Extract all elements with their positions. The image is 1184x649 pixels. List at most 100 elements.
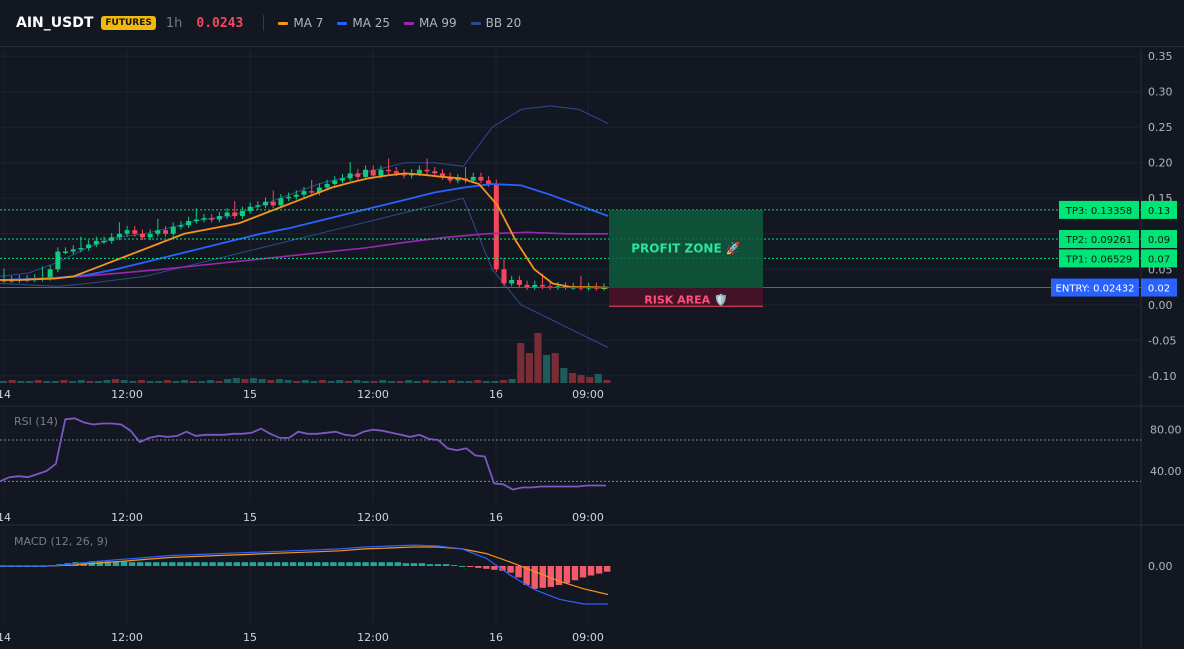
candle-body xyxy=(216,216,222,220)
time-tick-label: 15 xyxy=(243,511,257,524)
level-label-text: ENTRY: 0.02432 xyxy=(1056,284,1135,295)
volume-bar xyxy=(577,375,585,383)
macd-histogram-bar xyxy=(475,566,482,568)
candle-body xyxy=(147,233,153,238)
price-tick-label: -0.10 xyxy=(1148,370,1176,383)
candle-body xyxy=(493,184,499,270)
macd-histogram-bar xyxy=(531,566,538,589)
volume-bar xyxy=(344,381,352,383)
level-tag-box xyxy=(1141,200,1177,219)
price-tick-label: 0.35 xyxy=(1148,50,1173,63)
futures-badge: FUTURES xyxy=(101,16,156,30)
candle-body xyxy=(124,230,130,234)
volume-bar xyxy=(60,380,68,383)
candle-body xyxy=(439,173,445,177)
price-tick-label: -0.05 xyxy=(1148,334,1176,347)
macd-histogram-bar xyxy=(241,562,249,566)
level-label-box xyxy=(1059,200,1139,219)
legend-bb20[interactable]: BB 20 xyxy=(470,16,522,30)
volume-bar xyxy=(318,380,327,383)
macd-histogram-bar xyxy=(410,563,418,566)
legend-label: BB 20 xyxy=(485,16,522,30)
volume-bar xyxy=(0,381,8,383)
candle-body xyxy=(278,198,284,206)
indicator-legend: MA 7 MA 25 MA 99 BB 20 xyxy=(278,16,535,30)
candle-body xyxy=(270,201,276,206)
candle-body xyxy=(509,279,515,284)
timeframe-label[interactable]: 1h xyxy=(165,15,183,31)
volume-bar xyxy=(34,380,42,383)
volume-bar xyxy=(163,380,171,383)
macd-histogram-bar xyxy=(515,566,522,578)
time-tick-label: 09:00 xyxy=(572,511,604,524)
volume-bar xyxy=(551,353,559,383)
candle-body xyxy=(347,173,353,179)
volume-bar xyxy=(465,381,473,383)
volume-bar xyxy=(499,380,508,383)
legend-ma99[interactable]: MA 99 xyxy=(404,16,457,30)
volume-bar xyxy=(112,379,120,383)
volume-bar xyxy=(206,380,214,383)
macd-histogram-bar xyxy=(144,562,152,566)
candle-body xyxy=(63,251,69,254)
volume-bar xyxy=(568,373,577,383)
volume-bar xyxy=(189,381,197,383)
volume-bar xyxy=(362,381,370,383)
level-label-text: TP3: 0.13358 xyxy=(1065,206,1132,217)
legend-ma7[interactable]: MA 7 xyxy=(278,16,323,30)
volume-bar xyxy=(405,380,413,383)
risk-zone-label: RISK AREA 🛡️ xyxy=(644,293,727,306)
volume-bar xyxy=(17,381,25,383)
level-label-box xyxy=(1059,249,1139,268)
volume-bar xyxy=(258,379,266,383)
candle-body xyxy=(339,178,345,181)
macd-histogram-bar xyxy=(370,562,377,566)
macd-histogram-bar xyxy=(354,562,361,566)
macd-histogram-bar xyxy=(217,562,224,566)
volume-bar xyxy=(275,379,283,383)
chart-header: AIN_USDT FUTURES 1h 0.0243 MA 7 MA 25 MA… xyxy=(0,0,1184,47)
volume-bar xyxy=(137,380,146,383)
ma7-line xyxy=(0,172,609,289)
macd-histogram-bar xyxy=(467,566,474,567)
ma25-line xyxy=(0,183,609,281)
ma99-swatch xyxy=(404,21,415,25)
candle-body xyxy=(78,247,84,250)
candle-body xyxy=(447,176,453,181)
macd-histogram-bar xyxy=(120,561,128,566)
candle-body xyxy=(516,279,522,285)
volume-bar xyxy=(198,381,206,383)
volume-bar xyxy=(353,380,361,383)
profit-zone-label: PROFIT ZONE 🚀 xyxy=(631,242,741,256)
time-tick-label: 16 xyxy=(489,631,503,644)
volume-bar xyxy=(603,380,611,383)
volume-bar xyxy=(560,368,568,383)
volume-bar xyxy=(146,381,154,383)
risk-zone xyxy=(609,287,763,307)
volume-bar xyxy=(181,380,189,383)
price-tick-label: 0.25 xyxy=(1148,121,1173,134)
macd-histogram-bar xyxy=(507,566,514,573)
candle-body xyxy=(47,269,53,278)
legend-ma25[interactable]: MA 25 xyxy=(337,16,390,30)
macd-histogram-bar xyxy=(322,562,329,566)
macd-histogram-bar xyxy=(249,562,257,566)
volume-bar xyxy=(508,379,516,383)
candle-body xyxy=(170,226,176,234)
rsi-title: RSI (14) xyxy=(14,415,58,428)
volume-bar xyxy=(327,381,335,383)
macd-tick-label: 0.00 xyxy=(1148,560,1173,573)
symbol-name[interactable]: AIN_USDT xyxy=(16,15,94,31)
volume-bar xyxy=(456,381,464,383)
level-tag-text: 0.09 xyxy=(1148,235,1170,246)
macd-histogram-bar xyxy=(346,562,353,566)
time-tick-label: 12:00 xyxy=(357,388,389,401)
macd-histogram-bar xyxy=(563,566,571,584)
macd-histogram-bar xyxy=(314,562,321,566)
level-label: TP1: 0.06529 0.07 xyxy=(1059,249,1177,268)
volume-bar xyxy=(387,381,396,383)
macd-histogram-bar xyxy=(112,561,120,566)
candle-body xyxy=(324,184,330,188)
macd-histogram-bar xyxy=(169,562,176,566)
